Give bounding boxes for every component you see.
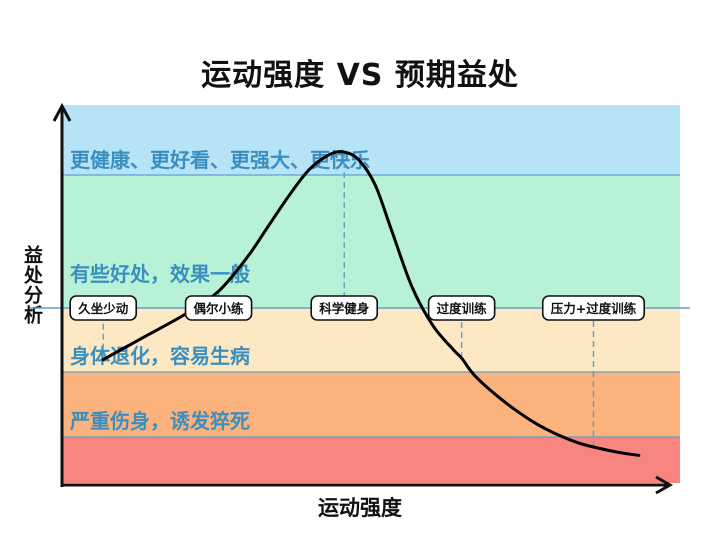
y-axis-arrow (52, 102, 72, 122)
curve-layer (101, 150, 641, 457)
zone-label-1: 更健康、更好看、更强大、更快乐 (70, 148, 370, 172)
stage-label-1: 久坐少动 (69, 295, 138, 321)
zone-band-5 (62, 437, 680, 483)
zone-band-1 (62, 105, 680, 175)
stage-text-1: 久坐少动 (77, 301, 129, 316)
stage-box-5 (541, 295, 646, 321)
zone-labels: 更健康、更好看、更强大、更快乐有些好处，效果一般身体退化，容易生病严重伤身，诱发… (69, 148, 370, 433)
axes (52, 102, 674, 495)
stage-text-4: 过度训练 (437, 301, 488, 316)
stage-box-2 (184, 295, 253, 321)
x-axis-arrow (655, 475, 674, 495)
benefit-curve (101, 150, 641, 457)
zone-label-4: 严重伤身，诱发猝死 (69, 409, 250, 433)
zone-label-2: 有些好处，效果一般 (70, 262, 250, 286)
x-axis-label: 运动强度 (318, 496, 402, 520)
stage-label-5: 压力+过度训练 (541, 295, 646, 321)
stage-labels: 久坐少动 偶尔小练 科学健身 过度训练 压力+过度训练 (69, 295, 646, 321)
stage-text-5: 压力+过度训练 (551, 301, 637, 316)
zone-label-3: 身体退化，容易生病 (70, 344, 250, 368)
stage-text-2: 偶尔小练 (194, 301, 245, 316)
zone-band-2 (62, 175, 680, 308)
chart-title: 运动强度 VS 预期益处 (201, 58, 519, 93)
y-axis-label: 益处分析 (21, 245, 43, 325)
stage-label-4: 过度训练 (427, 295, 496, 321)
stage-text-3: 科学健身 (319, 301, 370, 316)
stage-box-4 (427, 295, 496, 321)
stage-box-1 (69, 295, 138, 321)
zone-band-4 (62, 372, 680, 437)
stage-box-3 (310, 295, 379, 321)
zones-layer (62, 105, 680, 483)
stage-label-3: 科学健身 (310, 295, 379, 321)
stage-label-2: 偶尔小练 (184, 295, 253, 321)
